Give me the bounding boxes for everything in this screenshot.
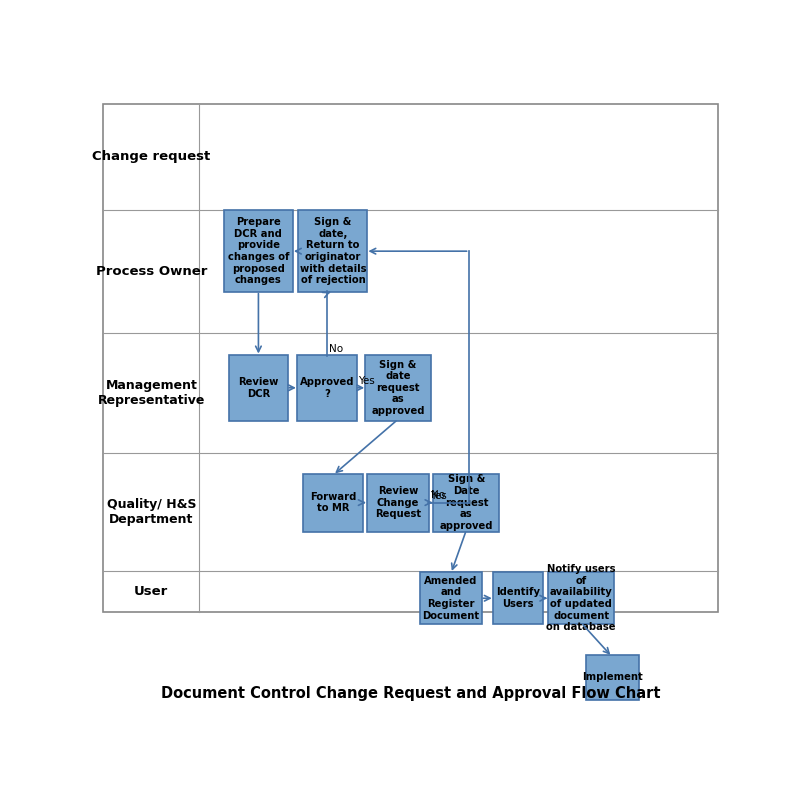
Text: Forward
to MR: Forward to MR [310, 492, 356, 514]
Text: Identify
Users: Identify Users [496, 588, 540, 609]
Text: Review
Change
Request: Review Change Request [375, 486, 421, 519]
Text: Sign &
date
request
as
approved: Sign & date request as approved [372, 359, 425, 416]
Text: Notify users
of
availability
of updated
document
on database: Notify users of availability of updated … [546, 564, 616, 632]
Text: Sign &
Date
request
as
approved: Sign & Date request as approved [440, 475, 493, 531]
Text: No: No [329, 343, 344, 354]
Text: No: No [431, 490, 445, 500]
Text: User: User [135, 585, 168, 598]
Text: Sign &
date,
Return to
originator
with details
of rejection: Sign & date, Return to originator with d… [300, 217, 366, 285]
FancyBboxPatch shape [367, 474, 429, 532]
FancyBboxPatch shape [433, 474, 499, 532]
Text: Management
Representative: Management Representative [98, 379, 205, 407]
FancyBboxPatch shape [228, 355, 288, 421]
Text: Change request: Change request [92, 150, 211, 164]
Text: Quality/ H&S
Department: Quality/ H&S Department [107, 498, 196, 526]
Text: Amended
and
Register
Document: Amended and Register Document [422, 576, 480, 621]
Text: Review
DCR: Review DCR [238, 377, 279, 398]
Text: Prepare
DCR and
provide
changes of
proposed
changes: Prepare DCR and provide changes of propo… [227, 217, 289, 285]
FancyBboxPatch shape [493, 572, 543, 625]
FancyBboxPatch shape [303, 474, 363, 532]
Text: Implement: Implement [582, 673, 642, 682]
FancyBboxPatch shape [299, 210, 368, 293]
FancyBboxPatch shape [420, 572, 482, 625]
Bar [103, 103, 718, 612]
Text: Document Control Change Request and Approval Flow Chart: Document Control Change Request and Appr… [161, 686, 660, 701]
FancyBboxPatch shape [586, 655, 639, 700]
Text: Yes: Yes [430, 491, 447, 501]
FancyBboxPatch shape [549, 572, 614, 625]
Text: Process Owner: Process Owner [95, 266, 207, 278]
Text: Approved
?: Approved ? [300, 377, 354, 398]
Text: Yes: Yes [358, 376, 375, 386]
FancyBboxPatch shape [297, 355, 356, 421]
FancyBboxPatch shape [224, 210, 293, 293]
FancyBboxPatch shape [365, 355, 431, 421]
